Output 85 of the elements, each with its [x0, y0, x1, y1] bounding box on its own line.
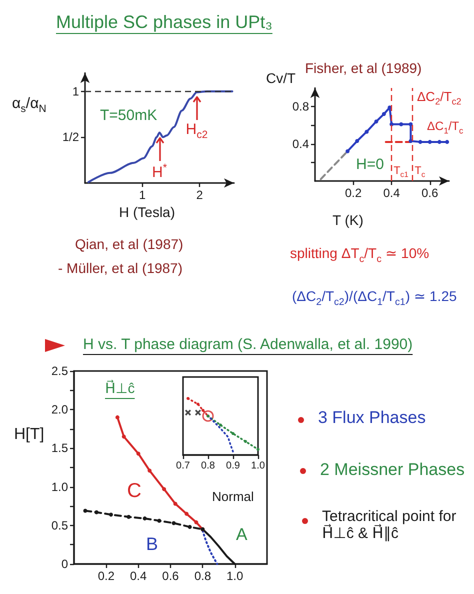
point	[445, 140, 450, 144]
annotation: ΔC$_{1}$/T$_{c}$	[427, 119, 464, 136]
y-axis-title: H[T]	[14, 426, 44, 444]
point	[148, 468, 152, 473]
point	[136, 452, 140, 456]
point	[244, 440, 247, 443]
point	[374, 119, 378, 124]
text: Tetracritical point for H⃗⊥ĉ & H⃗∥ĉ	[322, 508, 458, 542]
x-tick-label: 2	[196, 188, 204, 202]
ref-line-label: T$_{c1}$	[394, 165, 408, 180]
point	[157, 518, 162, 523]
annotation: H⃗⊥ĉ	[105, 380, 135, 396]
point	[428, 140, 432, 144]
y-tick-label: 2.0	[51, 402, 68, 417]
y-tick-label: 0	[61, 557, 68, 571]
point	[122, 434, 126, 439]
point	[437, 140, 442, 144]
x-axis-title: H (Tesla)	[119, 204, 176, 220]
x-tick-label: 0.4	[383, 186, 400, 200]
point	[418, 140, 422, 144]
x-tick-label: 0.8	[194, 569, 212, 583]
point	[196, 402, 200, 406]
x-tick-label: 0.6	[422, 186, 439, 200]
point	[408, 122, 413, 126]
ref-line-label: T$_{c}$	[414, 165, 426, 180]
point	[364, 130, 369, 134]
point	[115, 415, 120, 420]
point	[142, 516, 147, 520]
point	[194, 520, 198, 524]
y-tick-label: 1.5	[51, 441, 68, 456]
y-axis-title: α$_{s}$/α$_{N}$	[12, 95, 46, 116]
chart-title: Fisher, et al (1989)	[305, 60, 422, 76]
y-tick-label: 1.0	[51, 480, 68, 494]
annotation: C	[127, 480, 142, 503]
x-tick-label: 1	[138, 188, 146, 202]
y-tick-label: 0.5	[51, 518, 68, 532]
text: 3 Flux Phases	[318, 408, 426, 428]
point	[188, 524, 192, 529]
text: (ΔC$_{2}$/T$_{c2}$)/(ΔC$_{1}$/T$_{c1}$) ≃ 1.25	[292, 288, 457, 308]
annotation: T=50mK	[100, 107, 158, 124]
text: Qian, et al (1987)	[75, 236, 184, 252]
annotation: ΔC$_{2}$/T$_{c2}$	[417, 89, 462, 108]
x-tick-label: 0.9	[226, 460, 240, 472]
annotation: H=0	[356, 156, 384, 174]
x-tick-label: 1.0	[226, 569, 244, 583]
x-tick-label: 0.2	[344, 186, 362, 200]
x-tick-label: 0.2	[98, 569, 115, 583]
point	[346, 149, 350, 154]
point	[195, 410, 201, 416]
point	[202, 410, 214, 422]
chart-title: Multiple SC phases in UPt₃	[56, 12, 272, 33]
text: 2 Meissner Phases	[320, 460, 465, 480]
text: - Müller, et al (1987)	[58, 260, 182, 276]
point	[408, 139, 413, 144]
x-tick-label: 0.4	[130, 569, 147, 583]
point	[162, 487, 166, 492]
point	[126, 514, 131, 519]
annotation: H$^{*}$	[152, 162, 167, 181]
y-tick-label: 2.5	[51, 364, 68, 378]
point	[108, 512, 113, 517]
point	[256, 448, 260, 451]
point	[185, 410, 191, 416]
annotation: H$_{c2}$	[186, 121, 208, 142]
x-tick-label: 0.6	[162, 569, 180, 583]
point	[399, 122, 404, 126]
point	[202, 408, 204, 412]
chart-title: H vs. T phase diagram (S. Adenwalla, et al. 1990)	[83, 336, 413, 354]
text: splitting ΔT$_{c}$/T$_{c}$ ≃ 10%	[290, 245, 430, 266]
y-axis-title: Cv/T	[266, 70, 296, 86]
annotation: A	[236, 525, 248, 545]
annotation: Normal	[212, 489, 254, 505]
y-tick-label: 1/2	[62, 130, 80, 144]
point	[184, 512, 189, 516]
annotation: B	[146, 534, 158, 555]
point	[173, 502, 178, 506]
x-tick-label: 0.7	[176, 460, 190, 472]
point	[355, 139, 360, 144]
point	[83, 508, 88, 513]
x-tick-label: 0.8	[201, 460, 216, 472]
point	[172, 521, 176, 526]
point	[94, 510, 99, 514]
x-axis-title: T (K)	[332, 212, 364, 228]
x-tick-label: 1.0	[251, 460, 266, 472]
point	[382, 112, 386, 116]
line-series	[87, 90, 234, 184]
